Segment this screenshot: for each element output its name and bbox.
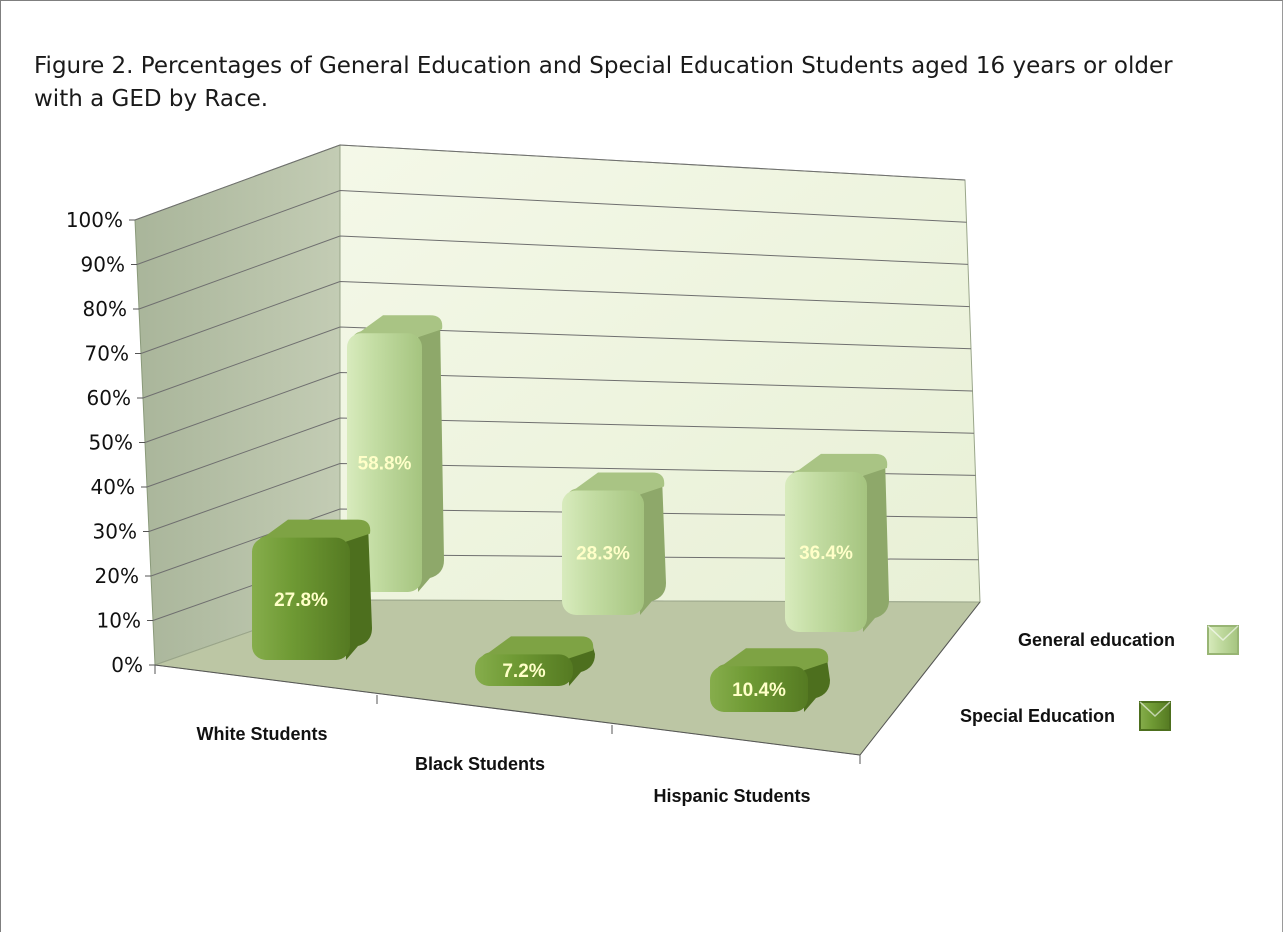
legend-swatch-bevel [1139, 701, 1171, 718]
y-tick-label: 10% [97, 609, 141, 633]
category-label: Hispanic Students [653, 786, 810, 806]
y-tick-label: 60% [87, 386, 131, 410]
data-label: 36.4% [799, 543, 853, 564]
bar-side [640, 476, 666, 615]
bar-side [418, 319, 444, 592]
grid-line [144, 371, 973, 443]
y-tick-label: 20% [95, 564, 139, 588]
bar-front [710, 666, 808, 712]
bar-front [252, 537, 350, 660]
x-axis-categories: White Students Black Students Hispanic Stu… [154, 665, 861, 806]
legend-label: General education [1018, 630, 1175, 650]
data-label: 28.3% [576, 544, 630, 565]
bar-side [863, 457, 889, 632]
bar-general-1: 28.3% [562, 472, 666, 615]
grid-line [140, 280, 970, 354]
bar-side [346, 523, 372, 660]
data-label: 27.8% [274, 590, 328, 611]
bar-special-2: 10.4% [710, 648, 830, 712]
depth-axis-line [859, 601, 981, 756]
y-tick-label: 70% [85, 342, 129, 366]
grid-line [136, 189, 967, 265]
grid-lines [134, 144, 979, 621]
legend: General education Special Education [960, 625, 1239, 731]
grid-line [146, 417, 975, 488]
bar-general-2: 36.4% [785, 453, 889, 632]
legend-label: Special Education [960, 706, 1115, 726]
y-tick-label: 0% [111, 653, 143, 677]
data-label: 10.4% [732, 680, 786, 701]
bars: 58.8% 28.3% 36.4% 27.8% 7.2% 10.4% [252, 315, 889, 712]
y-tick-label: 30% [93, 520, 137, 544]
data-label: 58.8% [358, 454, 412, 475]
y-tick-label: 50% [89, 431, 133, 455]
grid-line [148, 462, 976, 532]
y-tick-label: 90% [81, 253, 125, 277]
y-tick-label: 40% [91, 475, 135, 499]
grid-line [134, 144, 966, 221]
grid-line [138, 235, 969, 310]
y-axis-ticks: 0% 10% 20% 30% 40% 50% 60% 70% 80% 90% 100% [66, 208, 981, 756]
bar-front [562, 490, 644, 615]
bar-front [475, 654, 573, 686]
y-tick-label: 100% [66, 208, 123, 232]
grid-line [150, 508, 978, 577]
x-axis-line [154, 664, 861, 756]
bar-front [785, 471, 867, 632]
y-tick-label: 80% [83, 297, 127, 321]
grid-line [142, 326, 972, 399]
data-label: 7.2% [502, 661, 545, 682]
bar-special-0: 27.8% [252, 519, 372, 660]
legend-swatch-bevel [1207, 625, 1239, 642]
category-label: Black Students [415, 754, 545, 774]
chart-title: Figure 2. Percentages of General Educati… [34, 53, 1173, 112]
category-label: White Students [197, 724, 328, 744]
bar-special-1: 7.2% [475, 636, 595, 686]
